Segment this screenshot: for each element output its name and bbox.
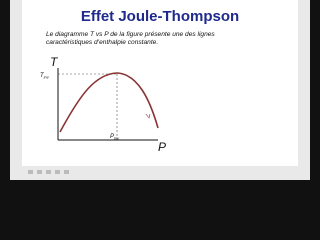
isenthalpic-curve	[59, 72, 159, 133]
arrow	[145, 113, 151, 119]
toolbar-icon[interactable]	[28, 170, 33, 174]
toolbar-icon[interactable]	[55, 170, 60, 174]
toolbar	[28, 170, 69, 174]
symbol: T	[40, 73, 45, 79]
y-axis-label: T	[50, 55, 59, 69]
page: Effet Joule-Thompson Le diagramme T vs P…	[10, 0, 310, 180]
slide-title: Effet Joule-Thompson	[81, 8, 239, 25]
x-axis-label: P	[158, 140, 166, 154]
body-line: Le diagramme T vs P de la figure présent…	[46, 31, 215, 38]
toolbar-icon[interactable]	[64, 170, 69, 174]
toolbar-icon[interactable]	[37, 170, 42, 174]
t-inv-label: Tinv	[40, 73, 50, 80]
subscript: inv	[44, 75, 50, 80]
symbol: P	[110, 134, 114, 140]
slide: Effet Joule-Thompson Le diagramme T vs P…	[22, 0, 298, 174]
body-line: caractéristiques d’enthalpie constante.	[46, 39, 158, 46]
toolbar-icon[interactable]	[46, 170, 51, 174]
p-inv-label: Pinv	[110, 134, 120, 141]
slide-background	[22, 0, 298, 166]
subscript: inv	[114, 136, 120, 141]
